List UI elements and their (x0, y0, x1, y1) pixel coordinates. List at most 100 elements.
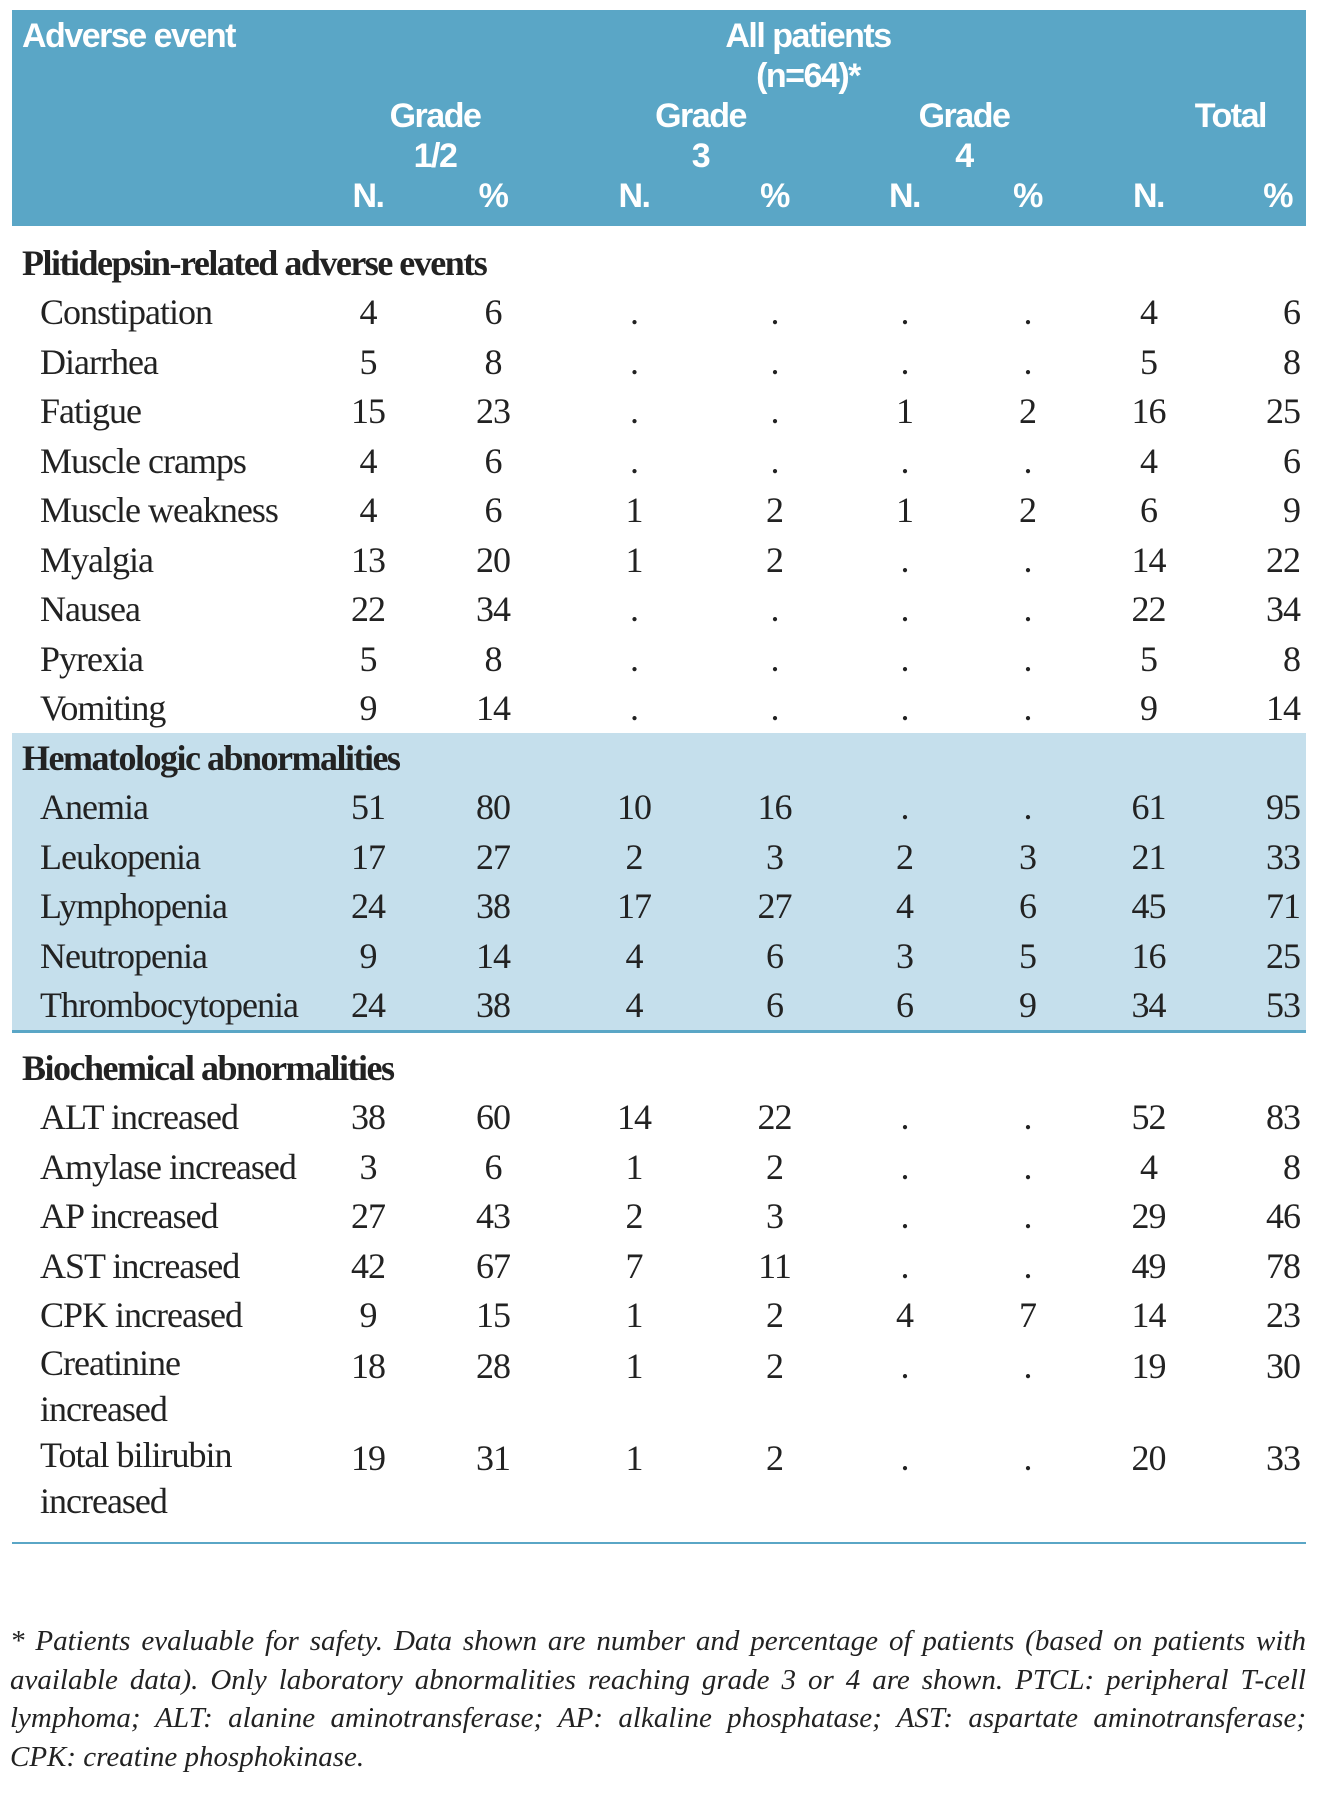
cell-count: 3 (896, 935, 914, 976)
cell-percent: 3 (766, 1196, 784, 1237)
cell-percent: 27 (476, 836, 511, 877)
row-label: Leukopenia (40, 836, 201, 877)
cell-count: . (900, 1146, 910, 1187)
table-row: Fatigue 15 23.. 1 2 16 25 (12, 387, 1306, 437)
row-label: Diarrhea (40, 341, 159, 382)
cell-percent: 6 (766, 935, 784, 976)
cell-count: 34 (1087, 980, 1210, 1033)
table-row: Nausea 22 34.... 22 34 (12, 585, 1306, 635)
cell-percent: 28 (476, 1346, 511, 1386)
table-row: Anemia 51 80 10 16.. 61 95 (12, 783, 1306, 833)
cell-count: 4 (560, 980, 708, 1033)
cell-percent: 6 (708, 980, 841, 1033)
cell-percent: . (770, 440, 780, 481)
cell-count: 16 (1131, 391, 1167, 432)
header-blank (12, 176, 310, 226)
cell-percent: 34 (476, 589, 511, 630)
cell-count: . (900, 1097, 910, 1138)
cell-percent: 23 (476, 391, 511, 432)
cell-count: 1 (625, 1146, 644, 1187)
cell-count: 6 (841, 980, 968, 1033)
cell-count: . (630, 589, 639, 630)
cell-count: 9 (359, 935, 378, 976)
table-row: CPK increased 9 15 1 2 4 7 14 23 (12, 1291, 1306, 1341)
cell-count: . (900, 1245, 910, 1286)
cell-percent: 2 (766, 1346, 784, 1386)
table-row: Constipation 4 6.... 4 6 (12, 288, 1306, 338)
cell-percent: 78 (1266, 1245, 1301, 1286)
cell-count: 14 (1131, 539, 1167, 580)
cell-percent: . (1023, 1245, 1033, 1286)
cell-percent: 9 (968, 980, 1087, 1033)
all-patients-label: All patients (725, 17, 892, 55)
cell-count: 22 (1131, 589, 1167, 630)
cell-count: 2 (625, 1196, 644, 1237)
header-total: Total (1194, 97, 1268, 135)
header-all-patients: All patients (n=64)* (310, 10, 1306, 96)
cell-percent: 38 (426, 980, 560, 1033)
cell-percent: 8 (484, 341, 503, 382)
cell-count: . (900, 589, 910, 630)
table-row: AP increased 27 43 2 3.. 29 46 (12, 1192, 1306, 1242)
cell-percent: 53 (1210, 980, 1306, 1033)
cell-percent: . (1023, 688, 1033, 729)
cell-count: 51 (351, 787, 386, 828)
cell-count: 4 (1140, 1146, 1158, 1187)
cell-count: 61 (1131, 787, 1167, 828)
cell-percent: 2 (766, 1295, 784, 1336)
table-row: Muscle cramps 4 6.... 4 6 (12, 436, 1306, 486)
row-label: AST increased (40, 1245, 240, 1286)
cell-percent: 8 (1283, 341, 1301, 382)
row-label: Total bilirubin increased (12, 1432, 310, 1544)
section-title: Biochemical abnormalities (22, 1047, 395, 1088)
row-label: Myalgia (40, 539, 154, 580)
cell-count: 4 (1140, 292, 1158, 333)
cell-percent: . (1023, 1146, 1033, 1187)
cell-count: 1 (896, 490, 914, 531)
cell-percent: . (1023, 341, 1033, 382)
cell-percent: 6 (484, 490, 503, 531)
cell-count: 5 (359, 638, 378, 679)
cell-percent: . (1023, 589, 1033, 630)
row-label: Thrombocytopenia (12, 980, 310, 1033)
row-label: Muscle cramps (40, 440, 247, 481)
cell-count: 5 (1140, 638, 1158, 679)
row-label: Creatinine increased (40, 1343, 181, 1429)
cell-count: 45 (1131, 886, 1167, 927)
cell-percent: 14 (1266, 688, 1301, 729)
cell-percent: . (1023, 1097, 1033, 1138)
cell-count: 7 (625, 1245, 644, 1286)
cell-percent: 6 (1283, 440, 1301, 481)
row-label: Constipation (40, 292, 213, 333)
cell-percent: 71 (1266, 886, 1301, 927)
cell-percent: 2 (766, 1146, 784, 1187)
cell-percent: 2 (766, 539, 784, 580)
row-label: Lymphopenia (40, 886, 228, 927)
subheader-percent: % (1263, 177, 1293, 215)
table-row: Myalgia 13 20 1 2.. 14 22 (12, 535, 1306, 585)
cell-percent: . (770, 341, 780, 382)
header-grade-3: Grade 3 (655, 97, 747, 175)
cell-percent: . (770, 638, 780, 679)
table-row: Thrombocytopenia 24 38 4 6 6 9 34 53 (12, 980, 1306, 1033)
cell-count: . (900, 440, 910, 481)
row-label: Nausea (40, 589, 141, 630)
cell-percent: 31 (426, 1432, 560, 1544)
cell-count: . (630, 391, 639, 432)
cell-percent: 2 (1019, 490, 1037, 531)
cell-count: 10 (617, 787, 652, 828)
table-row: AST increased 42 67 7 11.. 49 78 (12, 1241, 1306, 1291)
cell-percent: 8 (484, 638, 503, 679)
cell-count: 4 (896, 1295, 914, 1336)
row-label: Fatigue (40, 391, 142, 432)
cell-percent: 67 (476, 1245, 511, 1286)
table-section: Biochemical abnormalities ALT increased 38… (12, 1032, 1306, 1544)
cell-count: 52 (1131, 1097, 1167, 1138)
cell-count: . (900, 787, 910, 828)
cell-count: 9 (359, 688, 378, 729)
cell-count: 19 (1131, 1346, 1167, 1386)
table-row: Neutropenia 9 14 4 6 3 5 16 25 (12, 931, 1306, 981)
cell-percent: 27 (757, 886, 793, 927)
cell-percent: 34 (1266, 589, 1301, 630)
cell-percent: 23 (1266, 1295, 1301, 1336)
